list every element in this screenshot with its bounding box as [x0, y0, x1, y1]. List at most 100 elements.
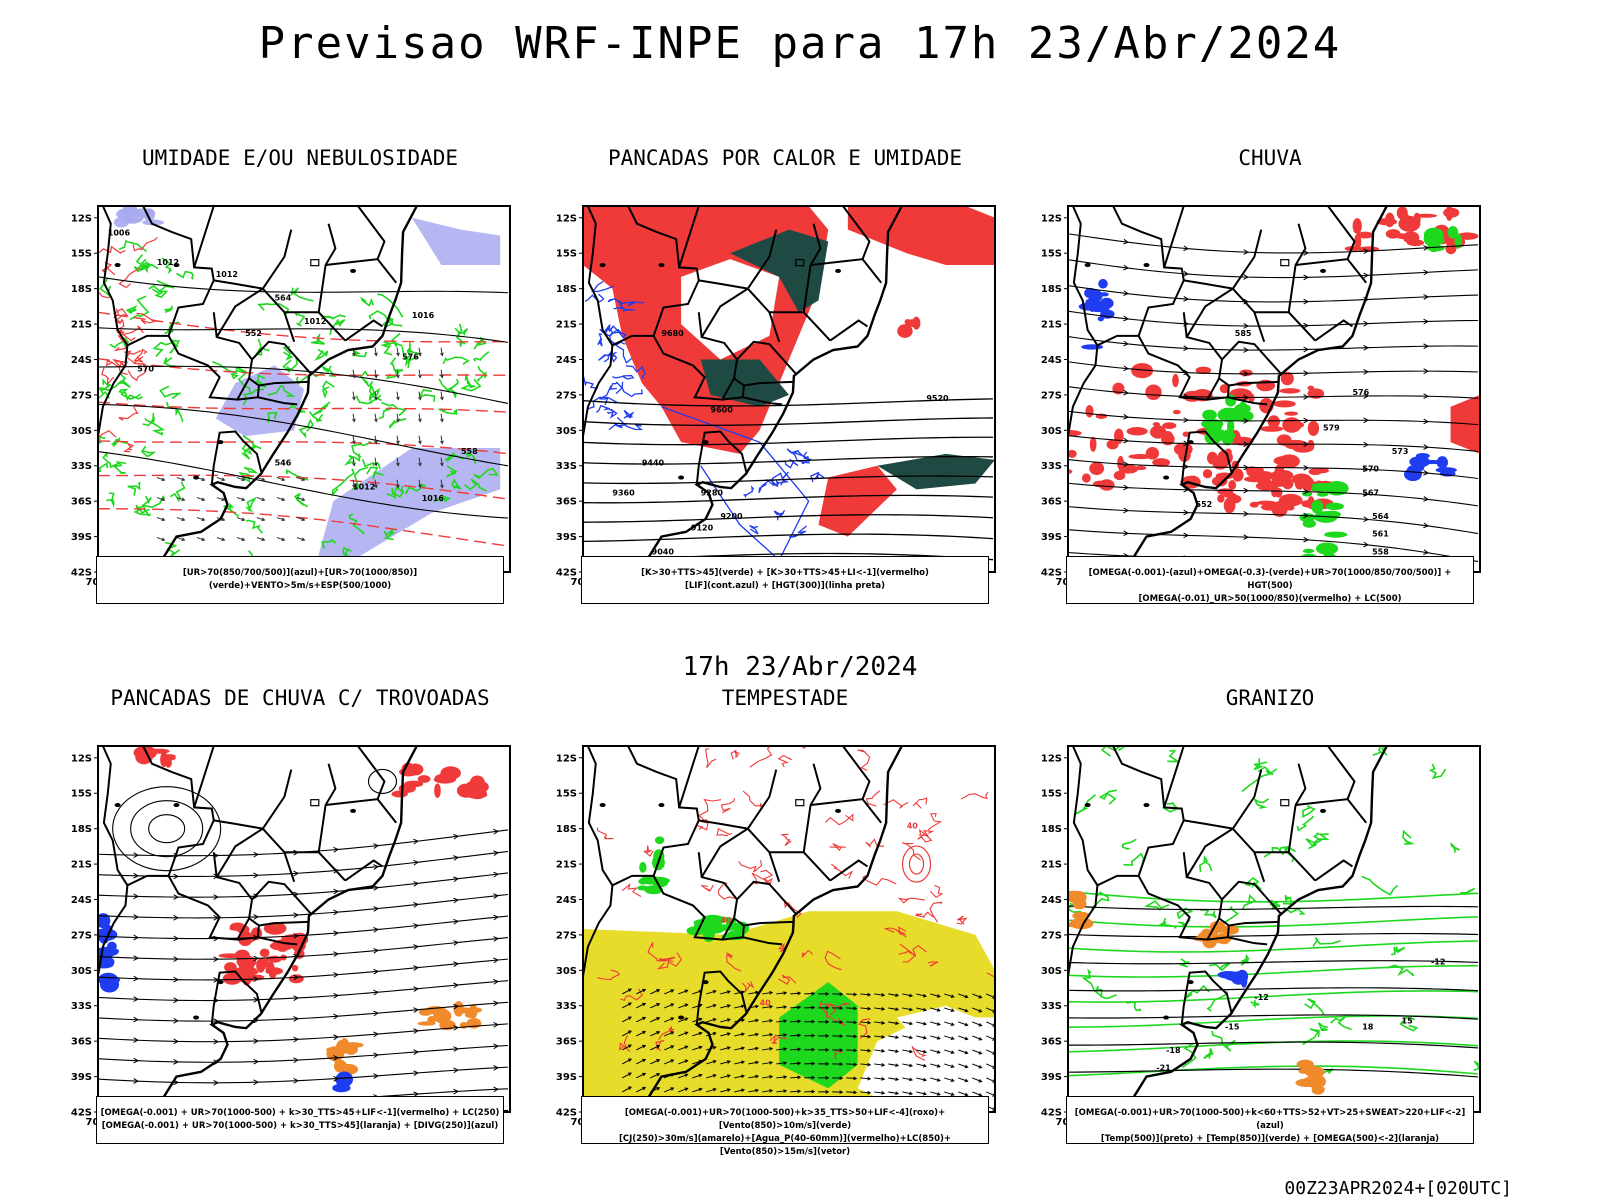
legend-line: [Temp(500)](preto) + [Temp(850)](verde) … — [1100, 1134, 1440, 1144]
legend-line: [OMEGA(-0.001)-(azul)+OMEGA(-0.3)-(verde… — [1088, 568, 1452, 591]
contour-label: 9360 — [612, 488, 635, 497]
contour-label: 9520 — [926, 394, 949, 403]
lat-tick-label: 21S — [556, 320, 577, 331]
forecast-map: 585 579 576 573 570 567 564 561 558 552 12S 15S 18S 2… — [1041, 205, 1481, 588]
lat-tick-label: 21S — [556, 860, 577, 871]
lat-tick-label: 42S — [71, 1108, 92, 1119]
contour-label: 1006 — [108, 229, 131, 238]
lat-tick-label: 15S — [556, 249, 577, 260]
lat-tick-label: 21S — [71, 860, 92, 871]
contour-label: 1012 — [304, 317, 326, 326]
lat-tick-label: 12S — [71, 753, 92, 764]
contour-label: 9120 — [691, 524, 714, 533]
lat-tick-label: 15S — [71, 789, 92, 800]
lat-tick-label: 42S — [1041, 1108, 1062, 1119]
run-timestamp: 00Z23APR2024+[020UTC] — [1284, 1178, 1512, 1199]
lat-tick-label: 27S — [556, 930, 577, 941]
contour-label: 40 — [720, 916, 732, 925]
panel-legend: [OMEGA(-0.001)+UR>70(1000-500)+k<60+TTS>… — [1066, 1096, 1474, 1144]
contour-label: 9280 — [701, 488, 724, 497]
contour-label: 585 — [1235, 329, 1252, 338]
panel-legend: [K>30+TTS>45](verde) + [K>30+TTS>45+LI<-… — [581, 556, 989, 604]
lat-tick-label: 30S — [556, 426, 577, 437]
lat-tick-label: 15S — [71, 249, 92, 260]
contour-label: -12 — [1431, 957, 1445, 966]
contour-label: 15 — [1402, 1016, 1414, 1025]
lat-tick-label: 15S — [556, 789, 577, 800]
legend-line: [LIF](cont.azul) + [HGT(300)](linha pret… — [684, 581, 886, 591]
lat-tick-label: 36S — [556, 497, 577, 508]
contour-label: 1016 — [412, 311, 435, 320]
lat-tick-label: 33S — [1041, 461, 1062, 472]
lat-tick-label: 18S — [71, 824, 92, 835]
contour-label: 561 — [1372, 530, 1389, 539]
lat-tick-label: 42S — [556, 568, 577, 579]
lat-tick-label: 27S — [71, 390, 92, 401]
contour-label: 567 — [1362, 488, 1379, 497]
contour-label: 9600 — [711, 406, 734, 415]
lat-tick-label: 39S — [1041, 532, 1062, 543]
panel-title: GRANIZO — [1225, 686, 1315, 710]
forecast-map: -12 -12 -15 -18 -21 15 18 12S 15S 18S 21S 24S 27S 30S… — [1041, 745, 1481, 1128]
panel-tempestade: TEMPESTADE 40 40 40 12S 15S 18S 21S 24S 27S 30S 33S… — [545, 686, 1025, 1166]
panel-granizo: GRANIZO -12 -12 -15 -18 -21 15 18 12S 15S 18S 21S 24… — [1030, 686, 1510, 1166]
panel-pancadas-trovoadas: PANCADAS DE CHUVA C/ TROVOADAS 12S 15S 18S 2… — [60, 686, 540, 1166]
lat-tick-label: 42S — [71, 568, 92, 579]
lat-tick-label: 33S — [1041, 1001, 1062, 1012]
lat-tick-label: 42S — [556, 1108, 577, 1119]
contour-label: 1012 — [353, 482, 375, 491]
panel-title: PANCADAS POR CALOR E UMIDADE — [607, 146, 962, 170]
panel-legend: [UR>70(850/700/500)](azul)+[UR>70(1000/8… — [96, 556, 504, 604]
lat-tick-label: 21S — [1041, 320, 1062, 331]
contour-label: 9680 — [661, 329, 684, 338]
contour-label: 579 — [1323, 423, 1340, 432]
forecast-time-label: 17h 23/Abr/2024 — [682, 652, 918, 682]
contour-label: 570 — [137, 364, 154, 373]
contour-label: 1012 — [216, 270, 238, 279]
lat-tick-label: 12S — [556, 753, 577, 764]
lat-tick-label: 33S — [71, 1001, 92, 1012]
contour-label: 558 — [461, 447, 478, 456]
contour-label: 18 — [1362, 1022, 1374, 1031]
lat-tick-label: 30S — [1041, 426, 1062, 437]
lat-tick-label: 12S — [1041, 753, 1062, 764]
forecast-map: 12S15S18S21S24S27S30S33S36S39S42S70W65W6… — [71, 745, 511, 1128]
lat-tick-label: 33S — [556, 461, 577, 472]
lat-tick-label: 24S — [1041, 355, 1062, 366]
lat-tick-label: 12S — [71, 213, 92, 224]
contour-label: -12 — [1254, 993, 1268, 1002]
lat-tick-label: 36S — [71, 1037, 92, 1048]
lat-tick-label: 27S — [71, 930, 92, 941]
contour-label: 40 — [907, 822, 919, 831]
legend-line: [OMEGA(-0.001)+UR>70(1000-500)+k<60+TTS>… — [1074, 1108, 1466, 1131]
forecast-map: 9680 9600 9520 9440 9360 9280 9200 9120 9040 12S 1… — [556, 205, 996, 588]
lat-tick-label: 15S — [1041, 789, 1062, 800]
contour-label: 9200 — [720, 512, 743, 521]
lat-tick-label: 30S — [1041, 966, 1062, 977]
panel-title: UMIDADE E/OU NEBULOSIDADE — [141, 146, 459, 170]
lat-tick-label: 36S — [71, 497, 92, 508]
lat-tick-label: 27S — [556, 390, 577, 401]
contour-label: 1016 — [422, 494, 445, 503]
lat-tick-label: 36S — [1041, 1037, 1062, 1048]
forecast-map: 1006 1012 1012 1012 1016 1016 1012 564 570 576 552… — [71, 205, 511, 588]
panel-chuva: CHUVA 585 579 576 573 570 567 564 561 558 552 12S 15… — [1030, 146, 1510, 626]
contour-label: 576 — [1352, 388, 1369, 397]
contour-label: 558 — [1372, 547, 1389, 556]
lat-tick-label: 36S — [556, 1037, 577, 1048]
lat-tick-label: 39S — [71, 532, 92, 543]
contour-label: 40 — [760, 999, 772, 1008]
contour-label: 552 — [1196, 500, 1213, 509]
legend-line: [OMEGA(-0.001) + UR>70(1000-500) + k>30_… — [100, 1108, 500, 1118]
legend-line: [OMEGA(-0.01)_UR>50(1000/850)(vermelho) … — [1138, 594, 1402, 604]
legend-line: [K>30+TTS>45](verde) + [K>30+TTS>45+LI<-… — [641, 568, 929, 578]
contour-label: 9440 — [642, 459, 665, 468]
panel-legend: [OMEGA(-0.001)+UR>70(1000-500)+k>35_TTS>… — [581, 1096, 989, 1157]
panel-title: PANCADAS DE CHUVA C/ TROVOADAS — [110, 686, 490, 710]
contour-label: 1012 — [157, 258, 179, 267]
contour-label: -15 — [1225, 1022, 1240, 1031]
lat-tick-label: 21S — [1041, 860, 1062, 871]
contour-label: 564 — [275, 293, 292, 302]
lat-tick-label: 24S — [1041, 895, 1062, 906]
lat-tick-label: 15S — [1041, 249, 1062, 260]
